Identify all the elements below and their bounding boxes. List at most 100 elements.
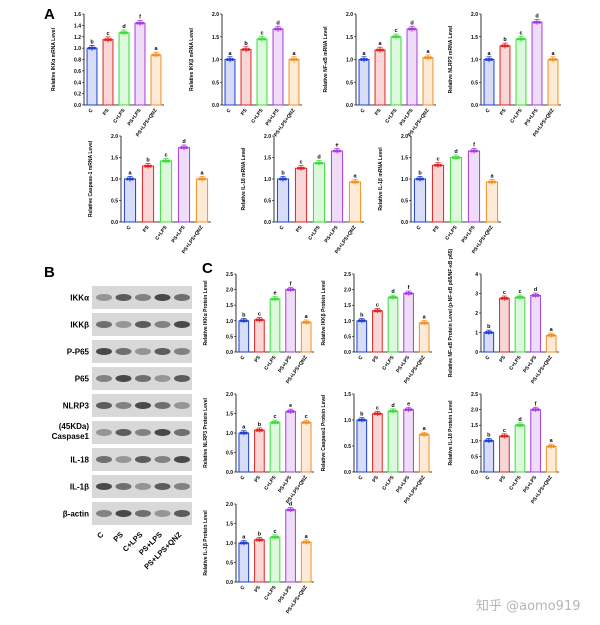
blot-band [135,510,151,517]
data-point [257,318,261,322]
data-point [360,418,364,422]
blot-band [96,510,112,517]
blot-row-label: Caspase1 [52,432,90,441]
data-point [167,159,170,163]
bar [159,160,173,223]
x-tick-label: PS [295,224,304,233]
significance-letter: c [164,152,167,158]
bar [224,59,236,106]
x-tick-label: C+LPS [112,107,127,124]
y-tick-label: 1.0 [226,319,233,325]
y-tick-label: 0.0 [226,470,233,476]
y-tick-label: 1.5 [111,156,118,162]
data-point [242,319,246,323]
blot-row-label: IKKβ [70,321,89,330]
x-tick-label: PS+LPS [461,224,477,244]
significance-letter: b [244,41,248,47]
x-tick-label: C [239,474,246,481]
data-point [376,48,379,52]
x-tick-label: C [279,224,286,231]
significance-letter: d [289,502,292,508]
significance-letter: b [146,158,150,164]
data-point [552,333,556,337]
data-point [257,538,261,542]
data-point [255,538,259,542]
bar [177,147,191,223]
data-point [378,412,382,416]
y-tick-label: 2.0 [226,288,233,294]
significance-letter: f [408,285,410,291]
data-point [180,146,183,150]
data-point [488,180,491,184]
bar [499,435,510,473]
data-point [408,27,411,31]
data-point [365,58,368,61]
y-tick-label: 2.0 [346,12,353,18]
y-tick-label: 0.0 [226,580,233,586]
data-point [152,53,155,57]
bar [418,434,430,473]
bar [499,45,511,106]
bar-chart-3: Relative NF-κB mRNA Level 0.0 0.5 1.0 1.5 2.0… [323,12,436,138]
blot-row-label: β-actin [63,510,89,519]
significance-letter: b [90,39,94,45]
y-tick-label: 0 [475,350,478,356]
x-tick-label: PS+LPS [171,224,187,244]
bar [269,421,281,473]
bar [288,59,300,106]
significance-letter: c [394,28,397,34]
significance-letter: b [360,312,364,318]
x-tick-label: PS+LPS [395,354,411,374]
data-point [534,293,538,297]
data-point [104,38,107,42]
y-tick-label: 0.5 [401,199,408,205]
data-point [242,47,245,51]
y-axis-label: Relative NLRP3 Protein Level [203,398,209,468]
y-tick-label: 0.0 [264,220,271,226]
data-point [534,408,538,412]
y-tick-label: 4 [475,272,478,278]
data-point [490,58,493,61]
data-point [302,540,306,544]
bar-chart-10: Relative NF-κB Protein Level (p-NF-κB p6… [448,248,559,385]
bar [300,321,312,353]
data-point [452,156,455,159]
x-tick-label: PS+LPS [395,474,411,494]
data-point [138,21,142,25]
data-point [551,58,555,61]
bar [390,36,402,106]
data-point [549,58,552,61]
data-point [389,409,392,413]
bar [285,289,296,353]
data-point [122,31,126,35]
data-point [333,149,336,153]
significance-letter: c [305,414,308,420]
data-point [302,320,306,324]
data-point [489,439,493,443]
data-point [307,540,311,544]
y-tick-label: 2.0 [471,12,478,18]
bar-chart-7: Relative IL-1β mRNA Level 0.0 0.5 1.0 1.5 2.0… [378,134,501,255]
data-point [436,163,440,167]
data-point [93,46,96,50]
blot-band [96,321,112,328]
data-point [271,420,274,424]
data-point [244,319,248,323]
bar-chart-11: Relative NLRP3 Protein Level 0.0 0.5 1.0 1.5… [203,392,314,505]
y-axis-label: Relative Caspase-1 mRNA Level [88,140,94,217]
data-point [506,44,509,48]
data-point [255,318,259,322]
blot-row-label: (45KDa) [59,422,90,431]
y-tick-label: 1.0 [111,177,118,183]
data-point [521,295,524,299]
data-point [276,27,280,31]
x-tick-label: PS [253,474,262,483]
data-point [375,309,379,313]
blot-band [174,429,190,436]
significance-letter: a [128,170,132,176]
x-tick-label: PS [253,584,262,593]
data-point [136,21,139,25]
bar [356,419,368,473]
data-point [470,149,473,153]
blot-row-label: P-P65 [67,348,90,357]
